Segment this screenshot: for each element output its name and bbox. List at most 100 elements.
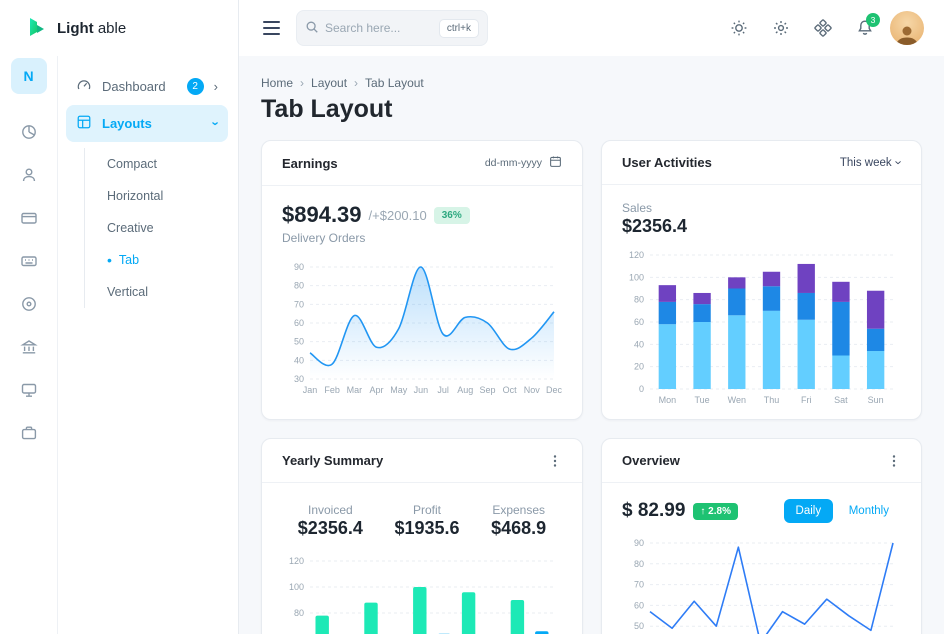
monthly-button[interactable]: Monthly [837, 499, 901, 523]
notification-count-badge: 3 [866, 13, 880, 27]
range-select[interactable]: This week › [839, 156, 906, 169]
svg-text:Fri: Fri [801, 395, 812, 405]
pie-chart-icon[interactable] [9, 110, 49, 153]
sidebar-item-tab[interactable]: • Tab [107, 252, 140, 268]
keyboard-icon[interactable] [9, 239, 49, 282]
range-label: This week [839, 156, 892, 169]
theme-sun-icon[interactable] [722, 11, 756, 45]
svg-text:Apr: Apr [370, 385, 384, 395]
sidebar-item-vertical[interactable]: • Vertical [85, 276, 228, 308]
svg-text:Mar: Mar [347, 385, 363, 395]
briefcase-icon[interactable] [9, 411, 49, 454]
svg-text:90: 90 [634, 538, 644, 548]
svg-text:Oct: Oct [503, 385, 518, 395]
svg-text:70: 70 [634, 580, 644, 590]
date-input[interactable]: dd-mm-yyyy [485, 155, 562, 171]
overview-card: Overview $ 82.99 ↑ 2.8% [601, 438, 922, 634]
monitor-icon[interactable] [9, 368, 49, 411]
daily-button[interactable]: Daily [783, 499, 834, 523]
svg-text:Nov: Nov [524, 385, 541, 395]
search-box[interactable]: ctrl+k [296, 10, 488, 46]
chevron-down-icon: › [208, 121, 224, 126]
main-area: ctrl+k [239, 0, 944, 634]
top-header: ctrl+k [239, 0, 944, 56]
svg-text:70: 70 [294, 299, 304, 309]
svg-text:40: 40 [634, 339, 644, 349]
svg-text:Feb: Feb [324, 385, 340, 395]
date-placeholder: dd-mm-yyyy [484, 157, 542, 169]
brand-name: Light able [57, 19, 127, 37]
overview-amount: $ 82.99 [622, 500, 686, 521]
card-title: Overview [622, 453, 680, 468]
chevron-down-icon: › [891, 160, 907, 165]
widgets-icon[interactable] [806, 11, 840, 45]
stat-label: Profit [413, 503, 442, 517]
card-title: Yearly Summary [282, 453, 384, 468]
sidebar-item-label: Dashboard [102, 79, 166, 94]
activities-bar-chart: 0 20 40 60 80 100 120 Mon Tue Wen Thu Fri Sat Sun [622, 247, 901, 407]
svg-text:120: 120 [629, 250, 644, 260]
submenu-label: Horizontal [107, 189, 164, 203]
svg-text:Sep: Sep [479, 385, 495, 395]
sidebar-item-compact[interactable]: • Compact [85, 148, 228, 180]
disc-icon[interactable] [9, 282, 49, 325]
svg-text:60: 60 [294, 318, 304, 328]
breadcrumb: Home › Layout › Tab Layout [261, 76, 922, 90]
dashboard-badge: 2 [186, 78, 204, 95]
stat-value: $1935.6 [394, 518, 460, 538]
yearly-summary-card: Yearly Summary Invoiced $2356.4 [261, 438, 583, 634]
svg-text:Jun: Jun [414, 385, 429, 395]
svg-text:20: 20 [634, 362, 644, 372]
svg-text:Thu: Thu [764, 395, 780, 405]
stat-value: $468.9 [491, 518, 547, 538]
brand-logo-icon [26, 16, 48, 41]
svg-text:May: May [390, 385, 408, 395]
user-avatar[interactable] [890, 11, 924, 45]
overview-toggle: Daily Monthly [783, 499, 901, 523]
brand[interactable]: Light able [0, 0, 238, 56]
svg-text:Tue: Tue [694, 395, 709, 405]
svg-text:120: 120 [289, 556, 304, 566]
sidebar-item-layouts[interactable]: Layouts › [66, 105, 228, 142]
submenu-label: Creative [107, 221, 154, 235]
svg-text:Mon: Mon [659, 395, 677, 405]
card-title: User Activities [622, 155, 712, 170]
earnings-line-chart: 30 40 50 60 70 80 90 Jan Feb Mar Apr May Jun Jul Aug Se… [282, 259, 562, 397]
svg-text:50: 50 [294, 337, 304, 347]
sidebar-item-dashboard[interactable]: Dashboard 2 › [66, 68, 228, 105]
breadcrumb-current: Tab Layout [365, 76, 424, 90]
workspace-tile[interactable]: N [10, 58, 47, 94]
settings-gear-icon[interactable] [764, 11, 798, 45]
svg-text:80: 80 [634, 295, 644, 305]
stat-invoiced: Invoiced $2356.4 [298, 503, 363, 539]
svg-text:80: 80 [294, 281, 304, 291]
card-menu-button[interactable] [548, 454, 562, 468]
breadcrumb-separator: › [300, 76, 305, 90]
user-activities-card: User Activities This week › Sales $2356.… [601, 140, 922, 420]
stat-value: $2356.4 [297, 518, 363, 538]
breadcrumb-separator: › [354, 76, 359, 90]
submenu-label: Compact [107, 157, 158, 171]
bank-icon[interactable] [9, 325, 49, 368]
sidebar-item-label: Layouts [102, 116, 152, 131]
sales-value: $2356.4 [622, 216, 688, 236]
earnings-badge: 36% [433, 206, 470, 224]
menu-toggle-icon[interactable] [263, 21, 280, 35]
card-menu-button[interactable] [887, 454, 901, 468]
breadcrumb-home[interactable]: Home [261, 76, 294, 90]
earnings-delta: /+$200.10 [368, 207, 427, 223]
svg-text:80: 80 [294, 608, 304, 618]
calendar-icon [549, 155, 562, 171]
svg-text:60: 60 [634, 317, 644, 327]
card-title: Earnings [282, 155, 338, 171]
user-icon[interactable] [9, 153, 49, 196]
sidebar-item-horizontal[interactable]: • Horizontal [85, 180, 228, 212]
breadcrumb-layout[interactable]: Layout [311, 76, 348, 90]
sidebar-item-creative[interactable]: • Creative [85, 212, 228, 244]
notifications-bell-icon[interactable]: 3 [848, 11, 882, 45]
overview-badge: ↑ 2.8% [693, 502, 738, 520]
credit-card-icon[interactable] [9, 196, 49, 239]
svg-text:Jan: Jan [303, 385, 318, 395]
search-input[interactable] [325, 21, 425, 35]
